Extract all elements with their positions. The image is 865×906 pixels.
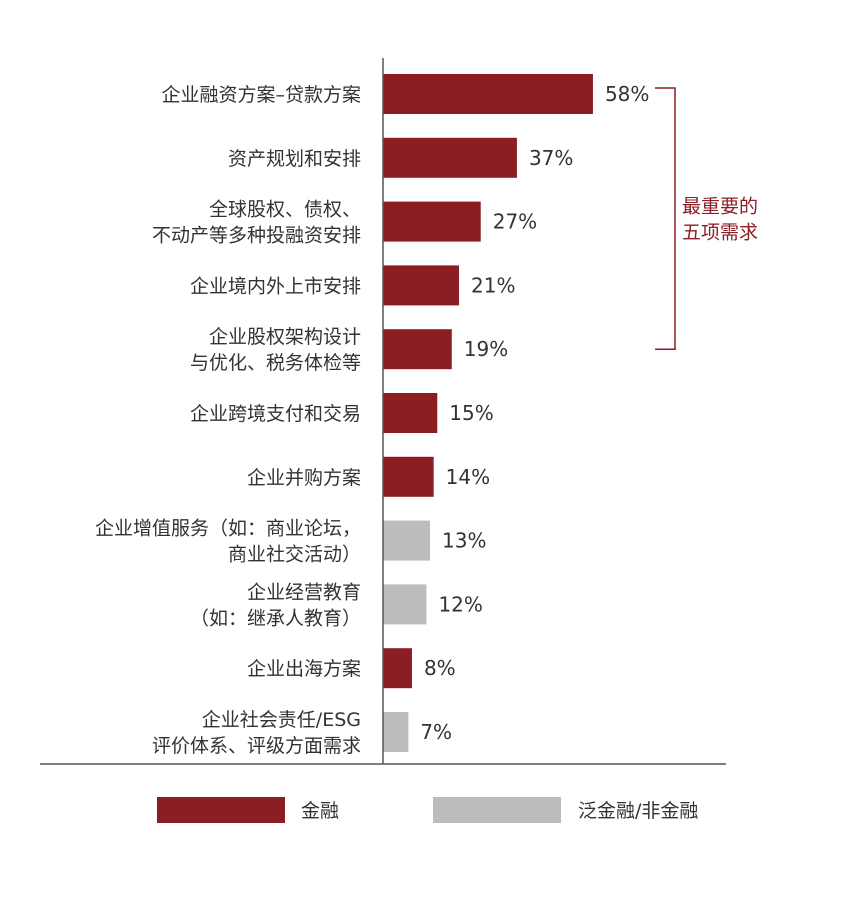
legend: 金融 泛金融/非金融	[157, 797, 698, 823]
value-label-2: 27%	[493, 210, 537, 234]
bar-1	[383, 137, 517, 178]
category-label-10-line-1: 评价体系、评级方面需求	[152, 735, 361, 757]
annotation-text-0: 最重要的	[682, 196, 758, 218]
value-labels: 58% 37% 27% 21% 19% 15% 14% 13% 12% 8% 7%	[420, 82, 649, 744]
category-label-8-line-0: 企业经营教育	[247, 581, 361, 603]
category-label-7-line-1: 商业社交活动）	[228, 544, 361, 566]
bar-8	[383, 584, 427, 625]
category-label-0: 企业融资方案–贷款方案	[161, 84, 361, 106]
category-label-2-line-0: 全球股权、债权、	[209, 199, 361, 221]
legend-swatch-0	[157, 797, 285, 823]
bar-6	[383, 456, 434, 497]
value-label-9: 8%	[424, 656, 456, 680]
category-label-5: 企业跨境支付和交易	[190, 403, 361, 425]
annotation-text-1: 五项需求	[682, 222, 758, 244]
bars-layer	[383, 74, 593, 752]
category-label-4-line-0: 企业股权架构设计	[209, 326, 361, 348]
category-label-10-line-0: 企业社会责任/ESG	[202, 709, 361, 731]
annotation-bracket	[655, 87, 676, 350]
bar-4	[383, 329, 452, 370]
category-label-9: 企业出海方案	[247, 658, 361, 680]
value-label-5: 15%	[449, 401, 493, 425]
bar-2	[383, 201, 481, 242]
bar-9	[383, 648, 412, 689]
category-label-1: 资产规划和安排	[228, 148, 361, 170]
legend-label-0: 金融	[301, 800, 339, 822]
bar-10	[383, 712, 409, 752]
category-label-6: 企业并购方案	[247, 467, 361, 489]
category-label-8-line-1: （如：继承人教育）	[190, 607, 361, 629]
value-label-10: 7%	[420, 720, 452, 744]
value-label-0: 58%	[605, 82, 649, 106]
legend-swatch-1	[433, 797, 561, 823]
bar-0	[383, 74, 593, 114]
value-label-8: 12%	[438, 592, 482, 616]
category-label-7-line-0: 企业增值服务（如：商业论坛，	[95, 518, 361, 540]
value-label-1: 37%	[529, 146, 573, 170]
category-label-2-line-1: 不动产等多种投融资安排	[152, 225, 361, 247]
bar-7	[383, 520, 431, 561]
category-label-4-line-1: 与优化、税务体检等	[190, 352, 361, 374]
legend-label-1: 泛金融/非金融	[578, 800, 698, 822]
value-label-7: 13%	[442, 529, 486, 553]
category-labels: 企业融资方案–贷款方案资产规划和安排全球股权、债权、不动产等多种投融资安排企业境…	[95, 84, 361, 757]
category-label-3: 企业境内外上市安排	[190, 275, 361, 297]
value-label-6: 14%	[446, 465, 490, 489]
axes	[40, 58, 726, 765]
bar-3	[383, 265, 460, 306]
value-label-3: 21%	[471, 273, 515, 297]
value-label-4: 19%	[464, 337, 508, 361]
bar-5	[383, 393, 438, 433]
